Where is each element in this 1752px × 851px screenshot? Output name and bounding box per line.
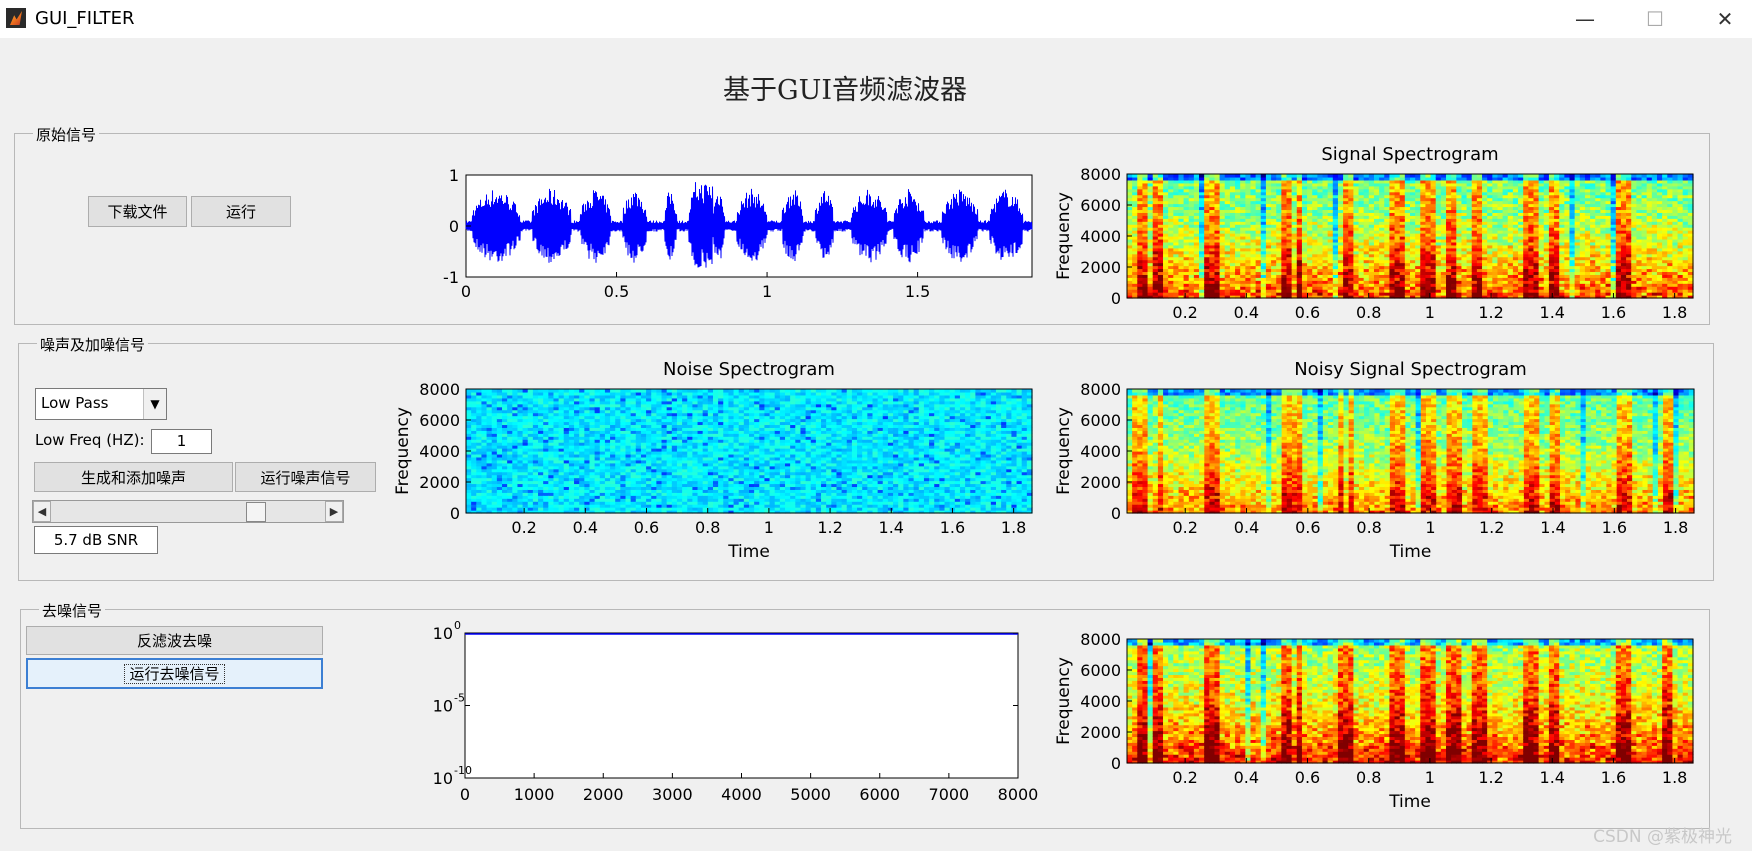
filter-type-value: Low Pass xyxy=(41,394,109,412)
watermark: CSDN @紫极神光 xyxy=(1593,827,1732,847)
slider-left-arrow-icon[interactable]: ◀ xyxy=(33,501,51,522)
chevron-down-icon: ▼ xyxy=(143,389,166,419)
low-freq-label: Low Freq (HZ): xyxy=(35,431,145,449)
snr-slider[interactable]: ◀ ▶ xyxy=(32,500,344,523)
window-title: GUI_FILTER xyxy=(35,8,135,29)
generate-noise-button[interactable]: 生成和添加噪声 xyxy=(34,462,233,492)
download-file-button[interactable]: 下载文件 xyxy=(88,196,187,227)
matlab-icon xyxy=(6,8,26,28)
panel-title-denoised: 去噪信号 xyxy=(39,600,106,621)
maximize-button[interactable]: ☐ xyxy=(1646,7,1664,31)
slider-thumb[interactable] xyxy=(245,502,266,522)
close-button[interactable]: ✕ xyxy=(1716,7,1734,31)
inverse-filter-button[interactable]: 反滤波去噪 xyxy=(26,626,323,655)
filter-type-select[interactable]: Low Pass ▼ xyxy=(35,388,167,420)
window-titlebar: GUI_FILTER — ☐ ✕ xyxy=(0,0,1752,38)
page-title: 基于GUI音频滤波器 xyxy=(723,75,967,106)
run-noise-button[interactable]: 运行噪声信号 xyxy=(235,462,376,492)
run-original-button[interactable]: 运行 xyxy=(191,196,291,227)
minimize-button[interactable]: — xyxy=(1575,7,1595,31)
run-denoised-label: 运行去噪信号 xyxy=(124,664,225,684)
run-denoised-button[interactable]: 运行去噪信号 xyxy=(26,658,323,689)
snr-value-display: 5.7 dB SNR xyxy=(34,526,158,554)
panel-title-noise: 噪声及加噪信号 xyxy=(37,334,149,355)
panel-title-original: 原始信号 xyxy=(33,124,100,145)
slider-right-arrow-icon[interactable]: ▶ xyxy=(325,501,343,522)
low-freq-input[interactable]: 1 xyxy=(151,429,212,454)
panel-original-signal: 原始信号 xyxy=(14,124,1710,325)
